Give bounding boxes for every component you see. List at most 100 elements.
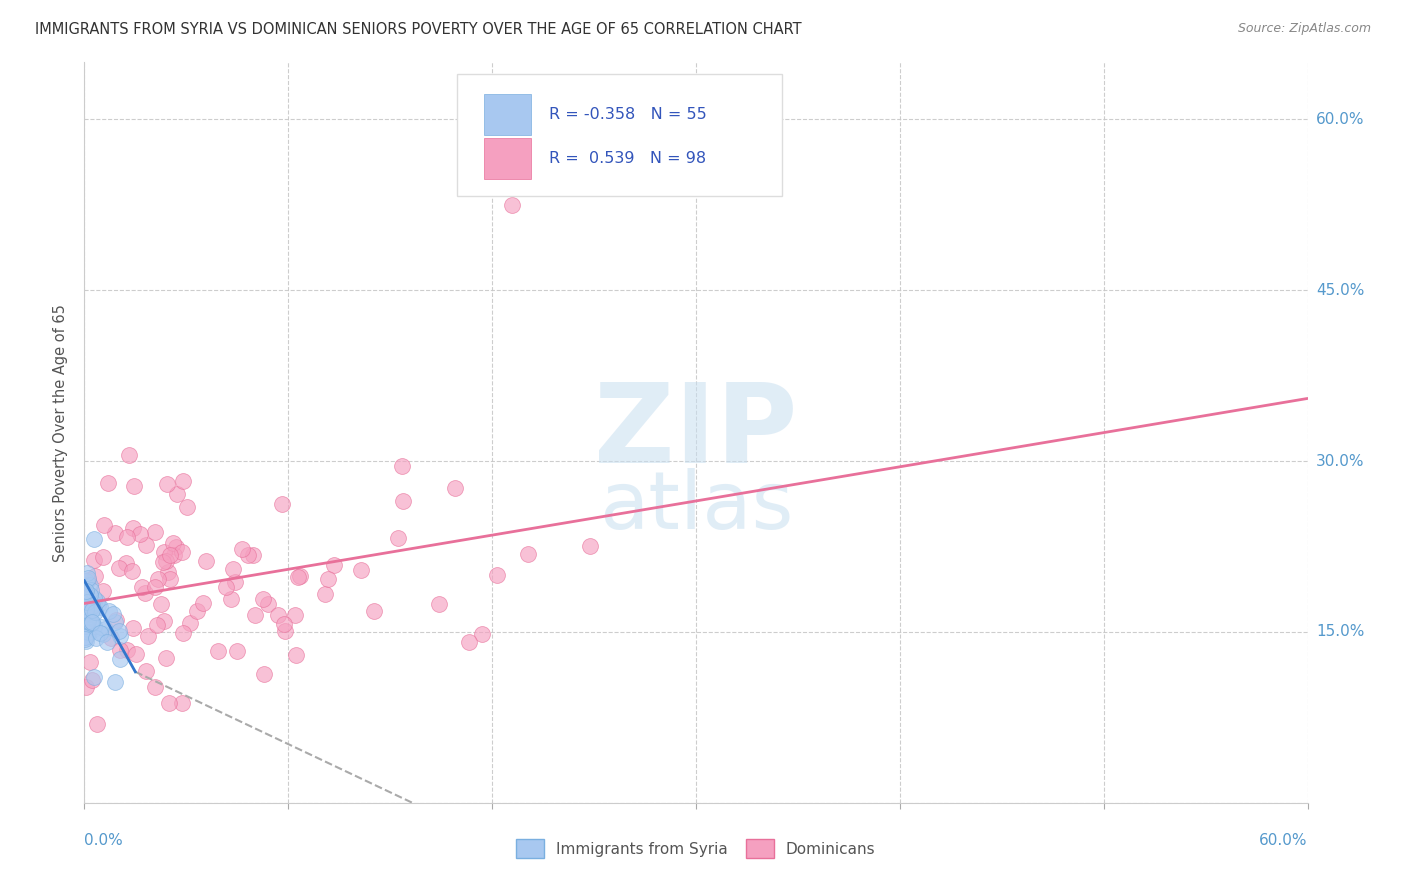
- Point: [392, 494, 415, 508]
- Point: [83, 596, 105, 610]
- Point: [159, 572, 181, 586]
- Point: [485, 567, 508, 582]
- Point: [80, 673, 103, 688]
- Point: [444, 481, 467, 495]
- Text: R = -0.358   N = 55: R = -0.358 N = 55: [550, 107, 707, 122]
- Text: 30.0%: 30.0%: [1316, 454, 1364, 468]
- Point: [83, 553, 105, 567]
- Point: [502, 198, 524, 212]
- Point: [267, 607, 290, 622]
- Point: [77, 614, 100, 628]
- Point: [315, 587, 337, 601]
- Point: [75, 600, 97, 615]
- Point: [215, 580, 238, 594]
- Text: 60.0%: 60.0%: [1260, 833, 1308, 848]
- Point: [323, 558, 346, 572]
- Point: [194, 553, 217, 567]
- Point: [104, 525, 127, 540]
- Point: [105, 613, 128, 627]
- Point: [579, 539, 602, 553]
- Point: [79, 577, 101, 591]
- Point: [75, 633, 97, 648]
- Point: [162, 535, 184, 549]
- Point: [391, 459, 413, 474]
- Bar: [484, 138, 531, 179]
- Point: [79, 582, 101, 597]
- Point: [91, 626, 114, 640]
- Point: [224, 574, 246, 589]
- Point: [76, 566, 98, 580]
- Point: [236, 549, 259, 563]
- Point: [134, 586, 156, 600]
- Point: [104, 615, 127, 629]
- Point: [153, 544, 176, 558]
- Point: [155, 553, 177, 567]
- Point: [231, 541, 253, 556]
- Point: [108, 642, 131, 657]
- Point: [172, 626, 194, 640]
- Point: [193, 596, 215, 610]
- Point: [83, 670, 105, 684]
- Point: [121, 564, 143, 578]
- Point: [222, 562, 245, 576]
- Point: [75, 577, 97, 591]
- Text: atlas: atlas: [599, 467, 793, 546]
- Text: R =  0.539   N = 98: R = 0.539 N = 98: [550, 151, 706, 166]
- Y-axis label: Seniors Poverty Over the Age of 65: Seniors Poverty Over the Age of 65: [53, 303, 69, 562]
- Point: [75, 630, 97, 644]
- Point: [271, 497, 294, 511]
- Point: [80, 599, 103, 613]
- Point: [387, 532, 409, 546]
- Point: [101, 607, 124, 622]
- Point: [89, 600, 111, 615]
- Point: [97, 604, 120, 618]
- Point: [287, 570, 309, 584]
- Point: [83, 569, 105, 583]
- Point: [179, 616, 201, 631]
- Point: [156, 565, 179, 579]
- Point: [100, 631, 122, 645]
- Point: [274, 624, 297, 638]
- Point: [252, 592, 274, 607]
- Point: [108, 629, 131, 643]
- Point: [172, 545, 194, 559]
- Point: [75, 603, 97, 617]
- Point: [75, 630, 97, 644]
- Point: [76, 573, 98, 587]
- Point: [172, 697, 194, 711]
- Point: [284, 648, 307, 662]
- Point: [75, 574, 97, 589]
- Point: [172, 474, 194, 488]
- Point: [96, 635, 118, 649]
- Point: [91, 583, 114, 598]
- Point: [84, 631, 107, 645]
- Point: [219, 592, 242, 607]
- Point: [163, 548, 186, 562]
- Point: [186, 604, 208, 618]
- Point: [242, 549, 264, 563]
- Point: [76, 595, 98, 609]
- Point: [457, 634, 479, 648]
- Point: [76, 622, 98, 636]
- Point: [79, 588, 101, 602]
- Point: [118, 448, 141, 462]
- Point: [77, 606, 100, 620]
- Point: [75, 619, 97, 633]
- Point: [149, 597, 172, 611]
- Point: [108, 561, 131, 575]
- Bar: [484, 94, 531, 135]
- Text: IMMIGRANTS FROM SYRIA VS DOMINICAN SENIORS POVERTY OVER THE AGE OF 65 CORRELATIO: IMMIGRANTS FROM SYRIA VS DOMINICAN SENIO…: [35, 22, 801, 37]
- Point: [122, 521, 145, 535]
- Point: [122, 621, 145, 635]
- Point: [243, 607, 266, 622]
- Point: [94, 622, 117, 636]
- Point: [125, 647, 148, 661]
- Point: [84, 605, 107, 619]
- Point: [131, 580, 153, 594]
- Point: [318, 572, 340, 586]
- Point: [165, 540, 187, 554]
- Point: [108, 652, 131, 666]
- Point: [77, 626, 100, 640]
- Point: [146, 618, 169, 632]
- Point: [124, 479, 146, 493]
